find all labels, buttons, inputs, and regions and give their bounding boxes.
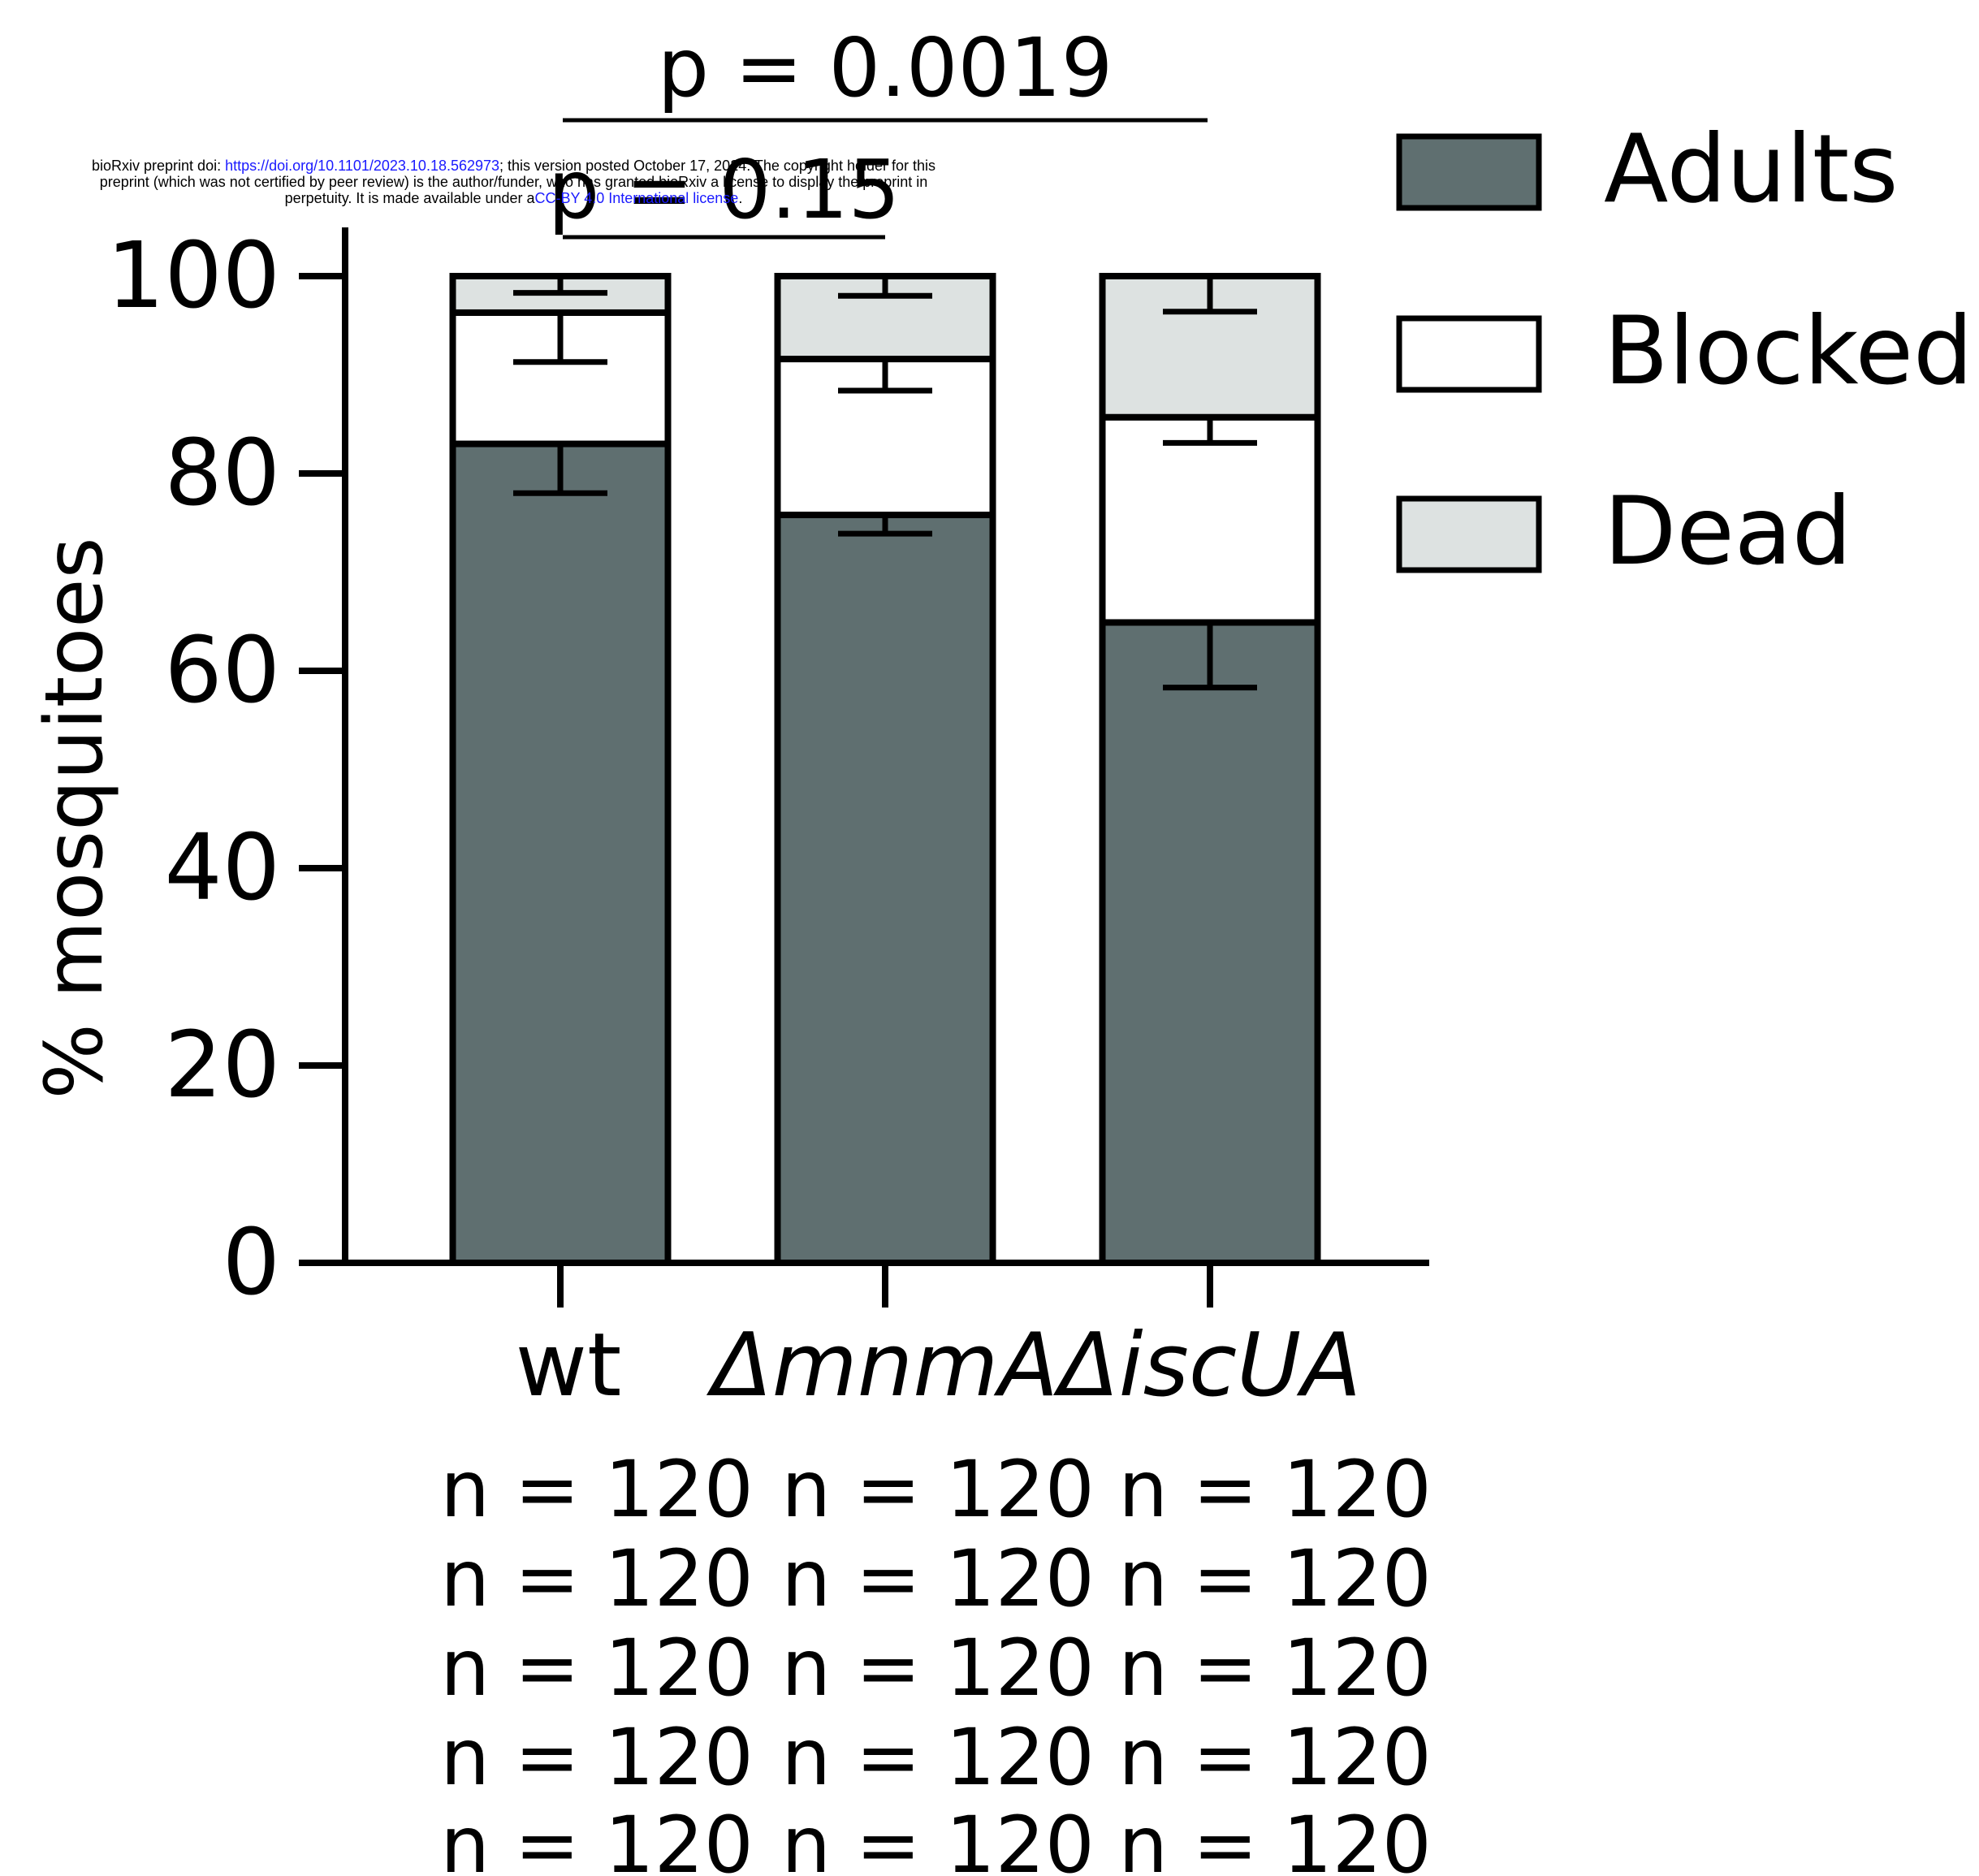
legend-label-adults: Adults — [1604, 115, 1899, 224]
sample-size-label: n = 120 — [781, 1533, 1095, 1624]
legend-swatch-dead — [1396, 495, 1542, 573]
y-tick-label: 40 — [164, 815, 280, 921]
y-tick-label: 80 — [164, 421, 280, 526]
sample-size-label: n = 120 — [440, 1533, 754, 1624]
legend-label-dead: Dead — [1604, 477, 1852, 586]
doi-link[interactable]: https://doi.org/10.1101/2023.10.18.56297… — [225, 158, 500, 174]
sample-size-label: n = 120 — [1118, 1533, 1432, 1624]
y-tick-label: 100 — [106, 223, 280, 329]
notice-text: bioRxiv preprint doi: — [92, 158, 226, 174]
sample-size-label: n = 120 — [1118, 1800, 1432, 1876]
notice-line-3: perpetuity. It is made available under a… — [0, 190, 1027, 206]
x-tick-label: ΔmnmA — [706, 1315, 1059, 1416]
bars-layer — [449, 273, 1321, 1266]
legend-swatch-adults — [1396, 133, 1542, 211]
bar-dead — [774, 273, 996, 363]
notice-text: ; this version posted October 17, 2024. … — [499, 158, 935, 174]
x-tick-label: wt — [516, 1315, 622, 1416]
legend: Adults Blocked Dead — [1396, 115, 1973, 586]
y-axis-label: % mosquitoes — [28, 537, 121, 1099]
bar-adults — [774, 512, 996, 1266]
sample-size-label: n = 120 — [781, 1712, 1095, 1803]
comparisons-layer: p = 0.0019 p = 0.15 — [548, 20, 1208, 240]
bar-blocked — [1099, 413, 1321, 626]
preprint-notice: bioRxiv preprint doi: https://doi.org/10… — [0, 158, 1027, 206]
notice-text: . — [738, 190, 743, 206]
axes-layer: 0 20 40 60 80 100 % mosquitoes wt ΔmnmA ΔiscUA — [28, 223, 1429, 1416]
notice-line-1: bioRxiv preprint doi: https://doi.org/10… — [0, 158, 1027, 174]
sample-size-label: n = 120 — [440, 1444, 754, 1535]
sample-size-label: n = 120 — [1118, 1712, 1432, 1803]
sample-size-label: n = 120 — [781, 1800, 1095, 1876]
sample-size-label: n = 120 — [440, 1623, 754, 1714]
sample-size-label: n = 120 — [440, 1800, 754, 1876]
sample-size-label: n = 120 — [1118, 1444, 1432, 1535]
y-tick-label: 20 — [164, 1013, 280, 1118]
error-bars-layer — [513, 276, 1257, 691]
bar-adults — [1099, 619, 1321, 1266]
notice-text: perpetuity. It is made available under a — [284, 190, 535, 206]
bar-adults — [449, 440, 672, 1266]
sample-size-label: n = 120 — [781, 1623, 1095, 1714]
x-tick-label: ΔiscUA — [1053, 1315, 1361, 1416]
p-value-label: p = 0.0019 — [658, 20, 1113, 115]
sample-size-label: n = 120 — [1118, 1623, 1432, 1714]
license-link[interactable]: CC-BY 4.0 International license — [534, 190, 739, 206]
y-tick-label: 60 — [164, 618, 280, 724]
p-value-label: p = 0.15 — [548, 142, 901, 237]
y-tick-label: 0 — [223, 1210, 280, 1316]
sample-size-label: n = 120 — [440, 1712, 754, 1803]
legend-label-blocked: Blocked — [1604, 296, 1973, 406]
notice-line-2: preprint (which was not certified by pee… — [99, 174, 928, 190]
sample-size-label: n = 120 — [781, 1444, 1095, 1535]
legend-swatch-blocked — [1396, 315, 1542, 393]
